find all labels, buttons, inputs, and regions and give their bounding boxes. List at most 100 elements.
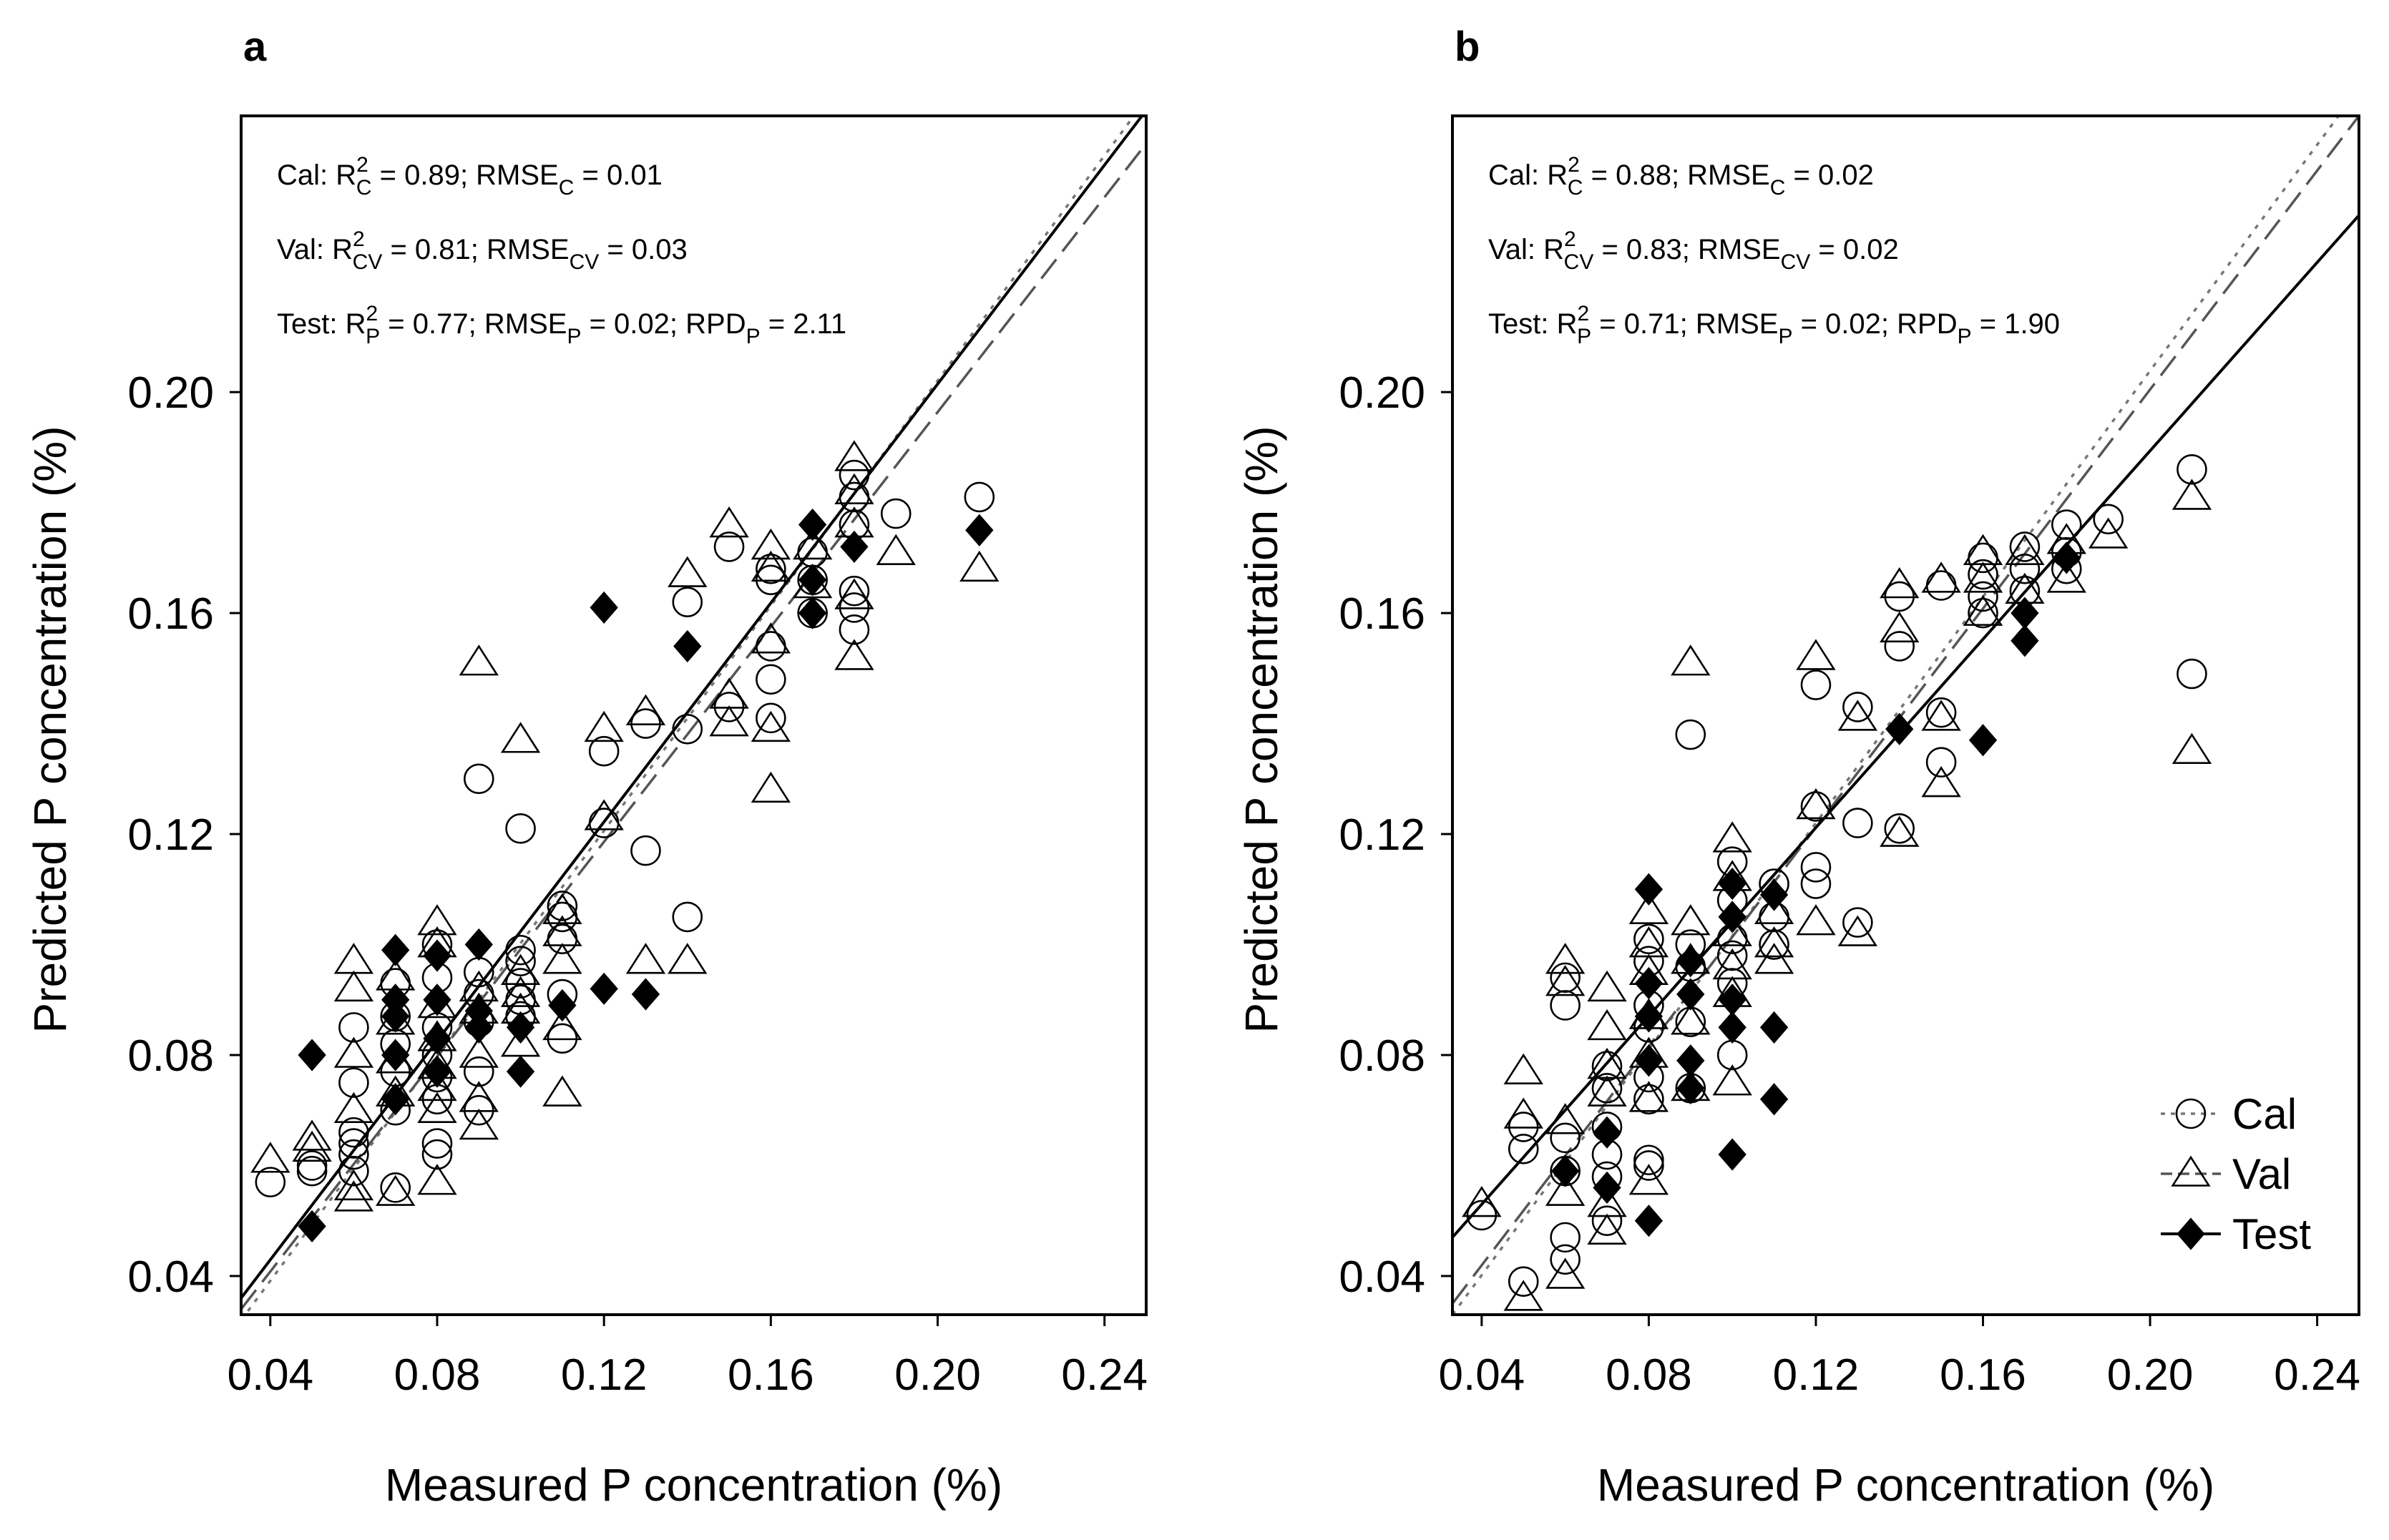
test-stats-part: 2 xyxy=(1577,302,1589,325)
legend-test-point xyxy=(2177,1217,2205,1250)
test-point xyxy=(1759,1083,1789,1116)
val-point xyxy=(584,710,624,742)
cal-point xyxy=(964,481,995,513)
test-series xyxy=(1550,541,2081,1237)
cal-point xyxy=(296,1155,328,1187)
test-point xyxy=(631,978,660,1011)
test-stats-part: = 1.90 xyxy=(1972,308,2060,340)
cal-point xyxy=(1508,1266,1539,1297)
val-stats-part: CV xyxy=(570,250,600,274)
cal-point xyxy=(338,1012,369,1043)
val-point xyxy=(250,1142,290,1173)
test-point xyxy=(298,1039,326,1071)
val-point xyxy=(709,705,749,737)
cal-point xyxy=(1633,923,1664,955)
cal-series xyxy=(1466,454,2207,1297)
test-point xyxy=(798,564,827,597)
val-point xyxy=(459,1036,499,1068)
val-point xyxy=(625,943,666,974)
val-point xyxy=(1545,1174,1586,1206)
val-point xyxy=(333,1092,374,1124)
cal-point xyxy=(1550,1222,1581,1253)
x-tick-label: 0.24 xyxy=(2274,1350,2360,1400)
panel-letter: b xyxy=(1455,24,1480,70)
val-point xyxy=(417,904,457,936)
test-point xyxy=(590,591,618,624)
val-point xyxy=(709,677,749,709)
y-tick-label: 0.16 xyxy=(127,589,214,639)
y-tick-label: 0.12 xyxy=(1339,810,1425,860)
val-point xyxy=(1628,1164,1669,1195)
cal-point xyxy=(756,702,786,734)
val-point xyxy=(1880,815,1920,847)
cal-point xyxy=(1550,1122,1581,1154)
test-point xyxy=(1718,984,1746,1016)
val-point xyxy=(1545,943,1586,974)
val-point xyxy=(333,943,374,974)
test-stats-part: Test: xyxy=(277,308,346,340)
test-point xyxy=(2052,541,2081,574)
test-point xyxy=(1718,901,1746,933)
x-axis-label: Measured P concentration (%) xyxy=(1597,1459,2214,1511)
cal-point xyxy=(505,934,536,966)
test-point xyxy=(1634,1000,1663,1033)
val-point xyxy=(333,1180,374,1212)
cal-point xyxy=(1591,1205,1623,1237)
val-point xyxy=(1754,926,1794,958)
y-axis-label: Predicted P concentration (%) xyxy=(1236,426,1287,1033)
val-stats-part: = 0.83; xyxy=(1593,234,1698,265)
test-point xyxy=(2011,624,2039,657)
val-point xyxy=(1712,821,1752,853)
val-point xyxy=(417,1069,457,1102)
cal-point xyxy=(1591,1073,1623,1104)
cal-point xyxy=(2093,504,2124,535)
val-point xyxy=(1796,639,1836,670)
test-point xyxy=(464,1011,493,1044)
test-point xyxy=(1676,945,1705,978)
cal-stats-part: C xyxy=(559,176,575,200)
val-stats-part: Val: xyxy=(277,234,332,265)
val-point xyxy=(584,799,624,830)
cal-point xyxy=(1800,670,1832,700)
val-point xyxy=(542,915,582,946)
cal-point xyxy=(1842,808,1873,838)
val-point xyxy=(834,440,874,471)
cal-stats: Cal: R2 C = 0.89; RMSEC = 0.01 xyxy=(277,153,663,200)
val-point xyxy=(459,1081,499,1112)
val-point xyxy=(1628,926,1669,958)
val-point xyxy=(792,528,833,560)
x-tick-label: 0.12 xyxy=(1773,1350,1860,1400)
cal-point xyxy=(505,813,536,844)
cal-point xyxy=(255,1167,286,1197)
test-stats-part: 2 xyxy=(366,302,378,325)
cal-stats-part: Cal: xyxy=(277,160,336,191)
val-stats-part: R xyxy=(1543,234,1564,265)
val-point xyxy=(2171,732,2212,765)
test-stats: Test: R2 P = 0.71; RMSEP = 0.02; RPDP = 1… xyxy=(1488,302,2060,348)
test-point xyxy=(1718,1011,1746,1044)
cal-stats-part: Cal: xyxy=(1488,160,1547,191)
test-stats-part: P xyxy=(567,325,581,348)
test-point xyxy=(1593,1116,1621,1149)
cal-point xyxy=(1968,559,1998,590)
test-point xyxy=(1634,873,1663,906)
test-point xyxy=(298,1210,326,1243)
y-axis-label: Predicted P concentration (%) xyxy=(24,426,76,1033)
cal-point xyxy=(1800,868,1832,899)
val-point xyxy=(500,722,541,753)
test-stats-part: RMSE xyxy=(1696,308,1779,340)
cal-point xyxy=(630,835,661,866)
cal-fit-line xyxy=(1452,116,2340,1315)
cal-stats-part: = 0.89; xyxy=(372,160,477,191)
val-stats-part: R xyxy=(332,234,353,265)
val-point xyxy=(1587,1186,1627,1217)
test-stats-part: P xyxy=(1778,325,1792,348)
val-point xyxy=(1921,766,1961,798)
cal-point xyxy=(1508,1133,1539,1164)
x-tick-label: 0.16 xyxy=(1940,1350,2026,1400)
test-stats-part xyxy=(678,308,685,340)
cal-point xyxy=(1675,719,1706,750)
test-stats-part: P xyxy=(366,325,380,348)
val-point xyxy=(542,1075,582,1107)
x-tick-label: 0.24 xyxy=(1061,1350,1148,1400)
